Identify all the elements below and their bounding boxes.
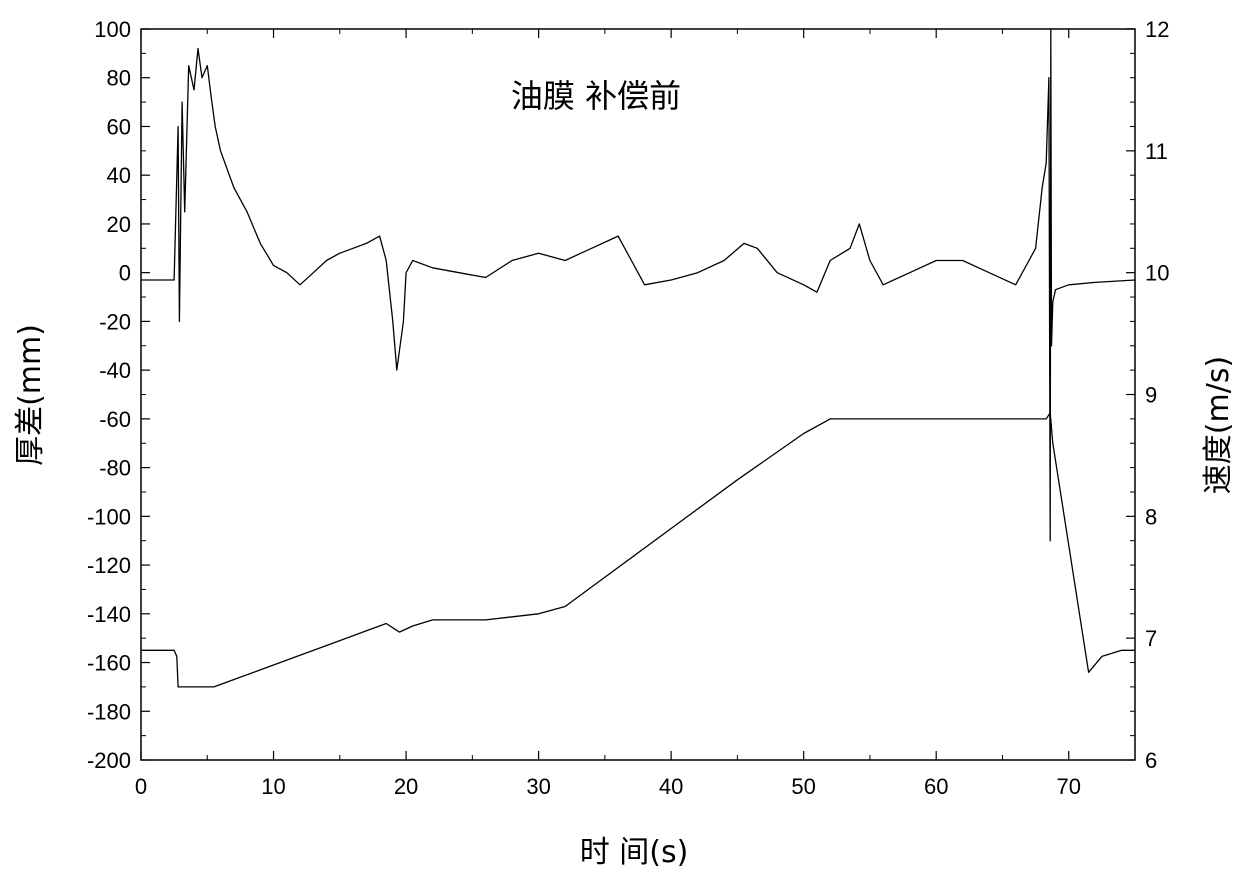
y-left-tick-label: -40 [99, 358, 131, 383]
x-tick-label: 40 [659, 774, 683, 799]
y-left-axis-title: 厚差(mm) [13, 324, 48, 466]
x-axis-title: 时 间(s) [580, 835, 689, 870]
y-right-tick-label: 8 [1145, 504, 1157, 529]
y-right-tick-label: 12 [1145, 17, 1169, 42]
plot-frame [140, 28, 1136, 761]
y-left-tick-label: -20 [99, 309, 131, 334]
y-right-tick-label: 6 [1145, 748, 1157, 773]
x-tick-label: 30 [526, 774, 550, 799]
x-tick-label: 20 [394, 774, 418, 799]
x-tick-label: 10 [261, 774, 285, 799]
y-left-tick-label: 0 [119, 261, 131, 286]
y-left-tick-label: -180 [87, 699, 131, 724]
y-left-tick-label: -140 [87, 602, 131, 627]
y-left-tick-label: 80 [107, 66, 131, 91]
y-right-tick-label: 9 [1145, 383, 1157, 408]
y-right-tick-label: 7 [1145, 626, 1157, 651]
y-right-axis-title: 速度(m/s) [1201, 356, 1236, 494]
x-tick-label: 0 [135, 774, 147, 799]
y-left-tick-label: 60 [107, 114, 131, 139]
series-line-speed [141, 412, 1135, 688]
y-left-tick-label: 20 [107, 212, 131, 237]
ticks: 0 10 20 30 40 50 60 70 100 80 60 40 20 0 -20 -40 -60 -80 -… [87, 17, 1170, 799]
x-tick-label: 70 [1056, 774, 1080, 799]
chart-annotation: 油膜 补偿前 [511, 77, 681, 115]
y-left-tick-label: -160 [87, 651, 131, 676]
series-line-thickness-diff [141, 28, 1136, 542]
x-tick-label: 60 [924, 774, 948, 799]
y-left-tick-label: -120 [87, 553, 131, 578]
y-left-tick-label: 40 [107, 163, 131, 188]
y-right-tick-label: 11 [1145, 139, 1168, 164]
y-left-tick-label: -60 [99, 407, 131, 432]
y-left-tick-label: -200 [87, 748, 131, 773]
x-tick-label: 50 [791, 774, 815, 799]
y-left-tick-label: 100 [94, 17, 131, 42]
y-left-tick-label: -80 [99, 456, 131, 481]
series-layer [141, 28, 1136, 688]
y-right-tick-label: 10 [1145, 261, 1169, 286]
y-left-tick-label: -100 [87, 504, 131, 529]
